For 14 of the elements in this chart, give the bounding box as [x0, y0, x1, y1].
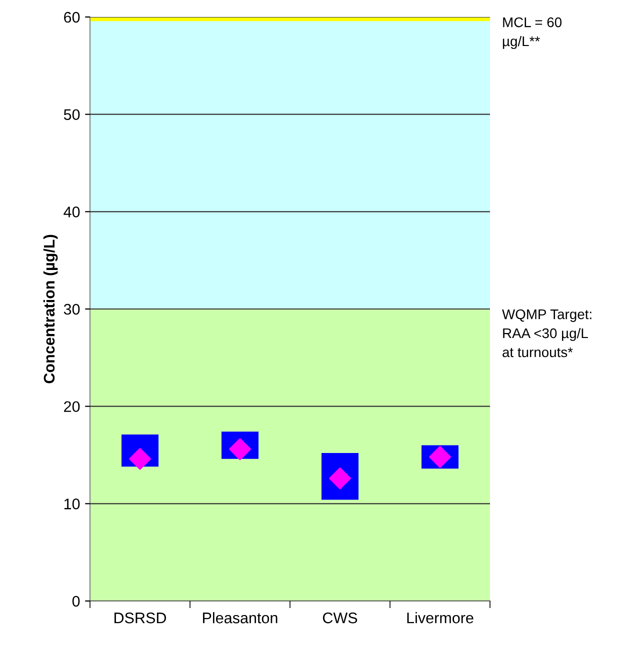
y-tick-label: 0 [72, 596, 80, 607]
y-tick-label: 30 [64, 304, 80, 315]
x-tick-label: CWS [322, 612, 358, 624]
y-tick-label: 60 [64, 12, 80, 23]
y-tick-label: 10 [64, 498, 80, 510]
x-tick-label: Pleasanton [203, 612, 278, 624]
band-label: WQMP Target: RAA <30 µg/L at turnouts* [502, 309, 592, 358]
x-tick-label: DSRSD [114, 612, 166, 624]
x-tick-label: Livermore [407, 612, 474, 624]
y-tick-label: 20 [64, 401, 80, 412]
y-tick-label: 40 [64, 206, 80, 218]
ref-line-label: MCL = 60 µg/L** [502, 17, 562, 49]
y-axis-title: Concentration (µg/L) [43, 234, 58, 384]
y-tick-label: 50 [64, 109, 80, 120]
